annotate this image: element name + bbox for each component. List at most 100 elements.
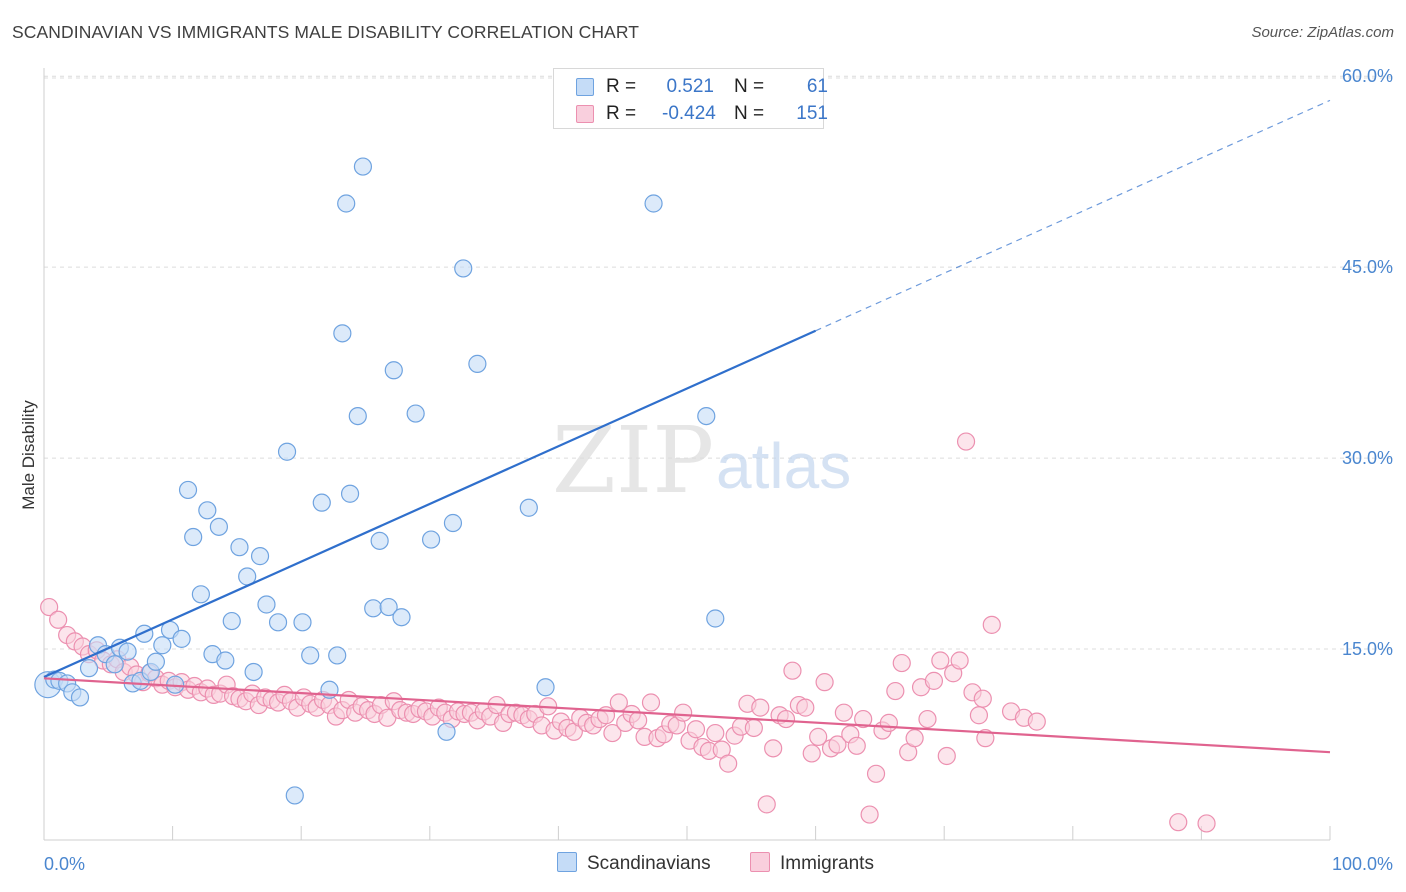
immigrants-point — [973, 689, 992, 708]
scandinavians-point — [79, 659, 99, 678]
watermark: ZIP atlas — [552, 407, 851, 514]
y-tick-label: 45.0% — [1342, 257, 1393, 277]
scandinavians-point — [392, 608, 411, 627]
legend-swatch-blue — [576, 78, 594, 96]
bottom-legend-label: Scandinavians — [587, 853, 711, 874]
scandinavians-point — [353, 157, 373, 176]
scandinavians-point — [191, 585, 210, 604]
scandinavians-point — [268, 613, 288, 632]
scandinavians-point — [454, 259, 473, 278]
legend-n-value: 151 — [796, 103, 828, 124]
scandinavians-point — [337, 194, 356, 213]
legend-r-value: 0.521 — [666, 76, 714, 97]
legend-r-value: -0.424 — [662, 103, 716, 124]
x-tick-label-max: 100.0% — [1332, 854, 1393, 874]
immigrants-point — [674, 703, 693, 722]
y-axis-label: Male Disability — [19, 400, 38, 510]
legend-n-value: 61 — [806, 76, 828, 97]
immigrants-point — [744, 718, 763, 738]
scandinavians-point — [706, 609, 725, 628]
scandinavians-point — [277, 442, 297, 461]
scandinavians-point — [172, 629, 191, 648]
immigrants-point — [776, 709, 796, 729]
scandinavians-point — [421, 530, 441, 549]
scandinavians-point — [153, 636, 172, 655]
immigrants-point — [950, 651, 969, 670]
immigrants-point — [783, 661, 802, 680]
scandinavians-point — [519, 498, 538, 517]
immigrants-point — [1197, 814, 1216, 833]
immigrants-point — [886, 681, 905, 701]
legend-n-label: N = — [734, 76, 765, 97]
immigrants-point — [603, 723, 622, 743]
immigrants-point — [815, 673, 834, 692]
gridlines — [44, 75, 1393, 650]
immigrants-point — [49, 610, 68, 629]
source-label: Source: ZipAtlas.com — [1251, 24, 1394, 41]
scandinavians-point — [209, 517, 228, 536]
immigrants-point — [706, 723, 725, 743]
immigrants-point — [866, 764, 886, 783]
scandinavians-point — [250, 547, 270, 566]
scandinavians-point — [468, 354, 487, 373]
immigrants-point — [809, 727, 828, 746]
immigrants-point — [847, 736, 866, 755]
immigrants-point — [802, 744, 821, 763]
watermark-atlas: atlas — [716, 430, 851, 502]
bottom-legend-scandinavians: Scandinavians — [557, 852, 711, 875]
immigrants-point — [40, 597, 59, 617]
scandinavians-point — [146, 652, 165, 671]
immigrants-point — [956, 432, 976, 451]
legend-r-label: R = — [606, 103, 637, 124]
immigrants-point — [976, 729, 995, 748]
legend-r-label: R = — [606, 76, 637, 97]
scandinavians-point — [244, 662, 263, 682]
chart-title: SCANDINAVIAN VS IMMIGRANTS MALE DISABILI… — [12, 22, 640, 42]
bottom-legend-swatch-blue — [557, 852, 577, 872]
scandinavians-point — [443, 513, 463, 533]
bottom-legend-swatch-pink — [750, 852, 770, 872]
immigrants-point — [719, 754, 738, 773]
scandinavians-point — [257, 595, 276, 614]
scandinavians-point — [384, 361, 403, 380]
scandinavians-trend-extension — [815, 99, 1331, 332]
scandinavians-trend-line — [43, 329, 817, 679]
scandinavians-point — [328, 646, 347, 665]
immigrants-point — [918, 709, 937, 729]
scandinavians-point — [285, 786, 304, 805]
legend-n-label: N = — [734, 103, 765, 124]
immigrants-point — [828, 735, 847, 754]
immigrants-point — [757, 795, 776, 814]
immigrants-point — [969, 706, 989, 725]
scandinavians-point — [230, 538, 249, 557]
scandinavians-point — [697, 406, 716, 426]
immigrants-point — [641, 693, 661, 712]
immigrants-point — [751, 698, 770, 717]
scandinavians-point — [437, 722, 456, 741]
y-tick-label: 30.0% — [1342, 448, 1393, 468]
trend-lines — [43, 99, 1331, 754]
scandinavians-point — [644, 194, 663, 213]
immigrants-point — [796, 698, 815, 717]
scandinavians-point — [70, 688, 90, 707]
immigrants-point — [1169, 813, 1188, 832]
immigrants-point — [879, 713, 899, 732]
blue-points — [34, 157, 725, 805]
scandinavians-point — [340, 484, 360, 503]
scandinavians-point — [312, 493, 331, 512]
immigrants-point — [905, 729, 924, 748]
immigrants-point — [937, 746, 956, 766]
immigrants-point — [854, 709, 873, 729]
scandinavians-point — [348, 406, 367, 426]
immigrants-point — [1027, 712, 1046, 731]
scandinavians-point — [198, 501, 217, 520]
legend-box: R = 0.521 N = 61 R = -0.424 N = 151 — [553, 68, 828, 129]
scandinavians-point — [370, 531, 389, 550]
immigrants-point — [629, 711, 648, 730]
scandinavians-point — [184, 527, 203, 547]
watermark-zip: ZIP — [552, 407, 714, 514]
scandinavians-point — [222, 611, 241, 631]
immigrants-point — [931, 651, 950, 670]
scandinavians-point — [301, 646, 320, 665]
